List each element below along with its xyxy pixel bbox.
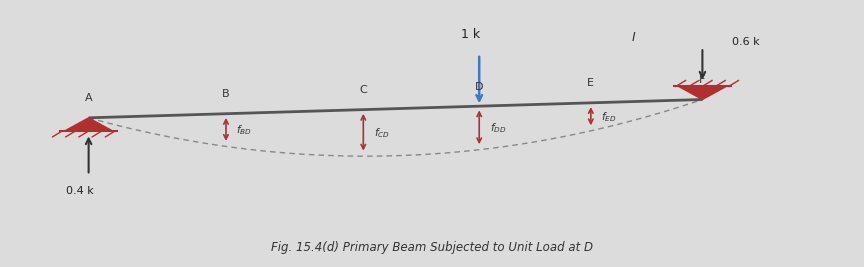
Text: 1 k: 1 k [461,28,480,41]
Text: I: I [632,31,636,44]
Text: B: B [222,89,230,99]
Text: Fig. 15.4(d) Primary Beam Subjected to Unit Load at D: Fig. 15.4(d) Primary Beam Subjected to U… [271,241,593,254]
Text: $f_{\mathit{ED}}$: $f_{\mathit{ED}}$ [601,110,617,124]
Text: D: D [475,82,484,92]
Polygon shape [678,86,727,100]
Text: A: A [85,93,92,103]
Text: E: E [588,78,594,88]
Text: $f_{\mathit{CD}}$: $f_{\mathit{CD}}$ [373,126,390,140]
Text: F: F [699,75,706,85]
Text: $f_{\mathit{BD}}$: $f_{\mathit{BD}}$ [236,123,252,137]
Polygon shape [65,118,112,131]
Text: $f_{\mathit{DD}}$: $f_{\mathit{DD}}$ [490,121,506,135]
Text: 0.6 k: 0.6 k [733,37,760,47]
Text: 0.4 k: 0.4 k [67,186,94,196]
Text: C: C [359,85,367,95]
